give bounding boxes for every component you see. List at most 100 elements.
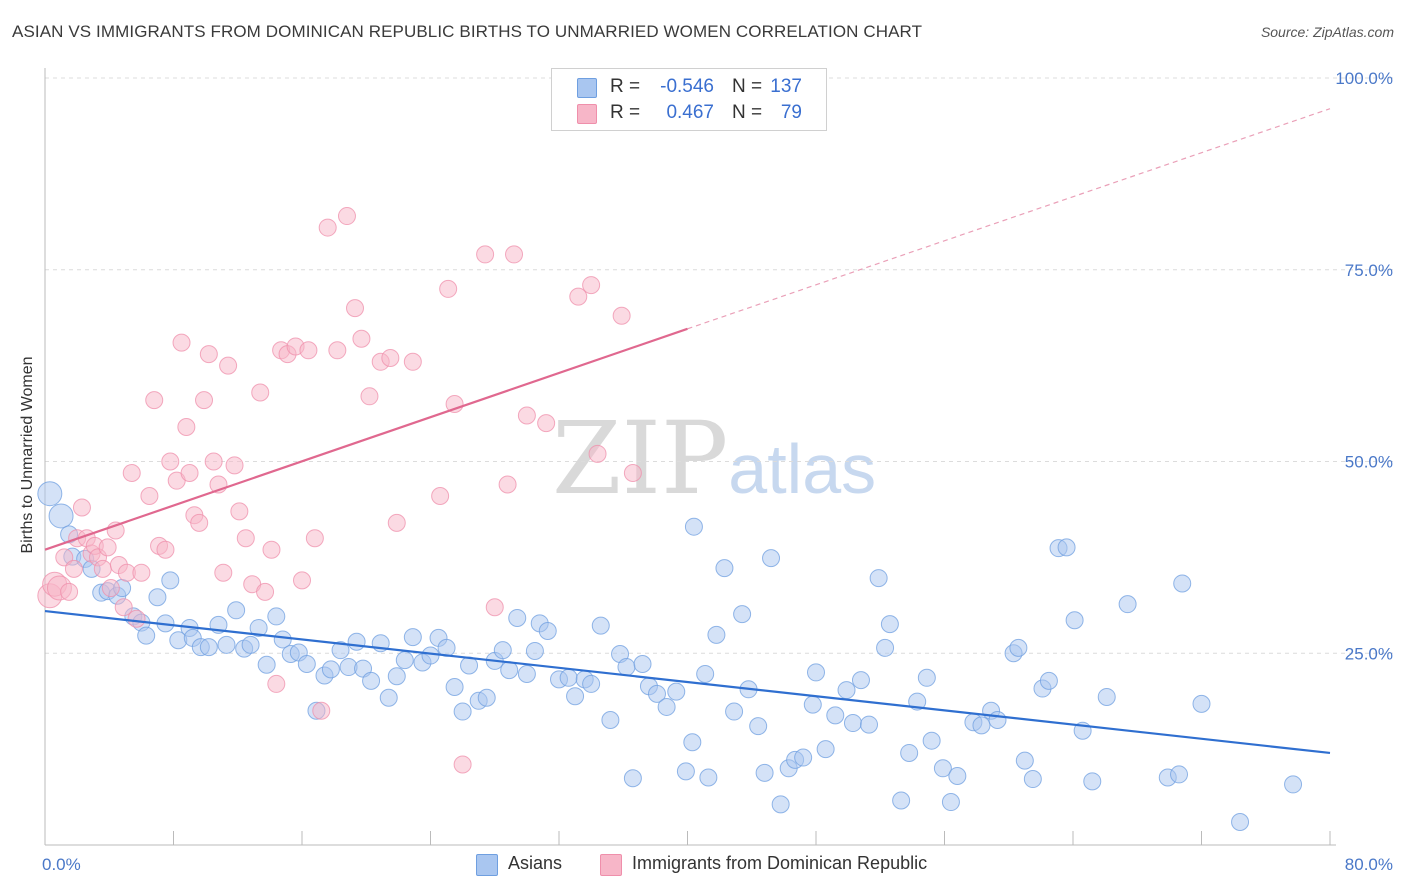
point-dominican [485,598,504,617]
point-dominican [190,513,209,532]
point-asian [733,605,752,624]
point-dominican [476,245,495,264]
legend-n-label: N = [732,102,763,123]
point-asian [267,607,286,626]
point-asian [1039,671,1058,690]
point-dominican [352,329,371,348]
point-asian [137,626,156,645]
watermark-zip: ZIP [552,400,729,517]
point-asian [676,762,695,781]
point-asian [1009,638,1028,657]
point-asian [362,671,381,690]
point-asian [601,710,620,729]
legend-n-value: 137 [770,76,802,97]
point-dominican [177,417,196,436]
point-asian [1231,812,1250,831]
point-asian [972,716,991,735]
point-dominican [439,279,458,298]
point-asian [647,684,666,703]
point-asian [227,601,246,620]
point-dominican [236,529,255,548]
point-asian [1170,765,1189,784]
point-asian [331,641,350,660]
point-asian [988,710,1007,729]
point-dominican [431,487,450,506]
point-asian [1015,751,1034,770]
point-dominican [122,464,141,483]
trend-line-dominican [44,327,688,551]
legend-swatch-asians [577,78,597,98]
point-dominican [60,582,79,601]
source-label: Source: ZipAtlas.com [1260,24,1394,40]
series-dominican [37,207,642,774]
point-asian [880,615,899,634]
point-asian [37,481,63,507]
bottom-legend-swatch-dominican [600,854,622,876]
point-dominican [517,406,536,425]
point-dominican [267,674,286,693]
point-asian [837,681,856,700]
x-tick-label: 0.0% [42,855,81,874]
x-tick-label: 80.0% [1345,855,1393,874]
point-asian [161,571,180,590]
point-dominican [256,582,275,601]
point-dominican [114,598,133,617]
point-asian [941,793,960,812]
point-asian [933,759,952,778]
point-asian [477,688,496,707]
point-asian [794,748,813,767]
point-asian [347,632,366,651]
point-dominican [199,345,218,364]
point-dominican [403,352,422,371]
legend-n-label: N = [732,76,763,97]
point-asian [379,688,398,707]
y-tick-label: 75.0% [1345,261,1393,280]
point-asian [566,687,585,706]
point-dominican [64,559,83,578]
point-asian [623,769,642,788]
bottom-legend-label-dominican: Immigrants from Dominican Republic [632,853,928,873]
point-asian [699,768,718,787]
point-asian [1118,595,1137,614]
point-dominican [293,571,311,590]
point-dominican [55,548,74,567]
point-asian [395,651,414,670]
point-asian [403,628,422,647]
point-asian [508,608,527,627]
point-dominican [161,452,180,471]
point-dominican [381,348,400,367]
point-dominican [230,502,249,521]
trend-line-asians [44,609,1331,755]
point-dominican [498,475,517,494]
point-asian [633,654,652,673]
series-asians [37,481,1303,831]
point-dominican [312,701,331,720]
point-dominican [623,464,642,483]
watermark-atlas: atlas [728,430,877,508]
point-asian [387,667,406,686]
point-asian [257,655,276,674]
point-asian [725,702,744,721]
point-asian [500,661,519,680]
tick-labels: 25.0% 50.0% 75.0% 100.0% 0.0% 80.0% [42,69,1393,874]
point-asian [869,569,888,588]
point-dominican [569,287,588,306]
point-asian [445,677,464,696]
bottom-legend-swatch-asians [476,854,498,876]
watermark: ZIPatlas [552,400,876,517]
point-dominican [225,456,244,475]
point-asian [762,549,781,568]
point-asian [851,671,870,690]
point-asian [948,766,967,785]
point-asian [657,697,676,716]
axes [44,68,1336,846]
point-asian [48,503,74,529]
legend-n-value: 79 [780,102,802,123]
legend-swatch-dominican [577,104,597,124]
trend-line-dominican-projection [687,108,1331,330]
point-asian [807,663,825,682]
point-asian [591,616,610,635]
legend-r-label: R = [610,102,641,123]
point-asian [273,630,292,649]
point-asian [816,740,835,759]
